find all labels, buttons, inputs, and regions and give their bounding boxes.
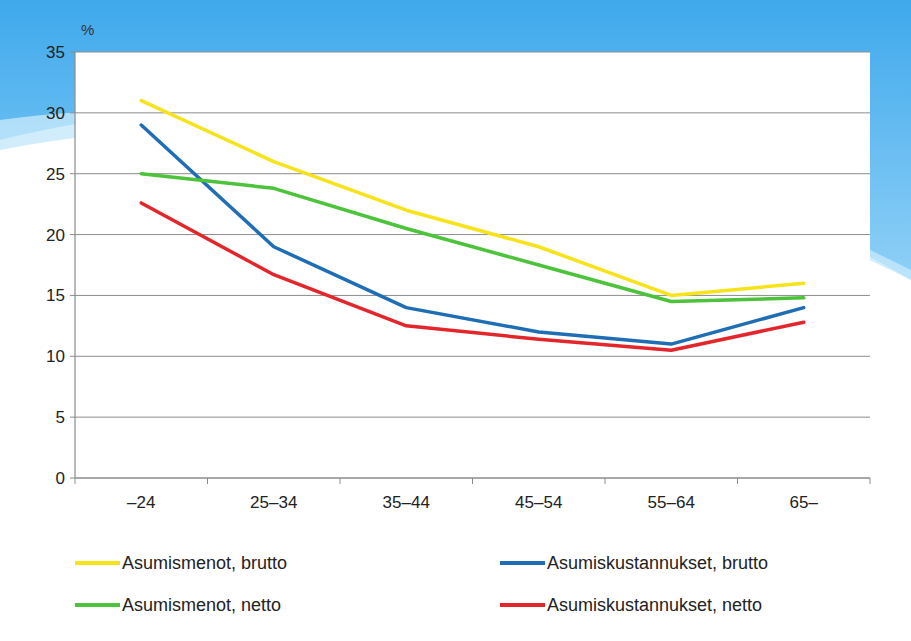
y-tick [70, 478, 75, 479]
y-tick [70, 356, 75, 357]
grid-line [75, 112, 870, 113]
y-tick [70, 173, 75, 174]
series-group [141, 101, 804, 351]
series-line [141, 101, 804, 296]
grid-line [75, 52, 870, 53]
y-tick-label: 20 [46, 226, 65, 245]
grid-line [75, 234, 870, 235]
series-line [141, 125, 804, 344]
grid-line [75, 417, 870, 418]
legend-swatch [75, 603, 120, 607]
y-tick [70, 234, 75, 235]
x-tick [737, 478, 738, 484]
y-tick-label: 25 [46, 165, 65, 184]
series-line [141, 174, 804, 302]
plot-area [75, 52, 870, 478]
y-tick [70, 52, 75, 53]
y-axis-label: % [81, 21, 94, 38]
x-tick-label: –24 [127, 493, 155, 512]
x-tick-label: 25–34 [250, 493, 297, 512]
y-tick-label: 35 [46, 43, 65, 62]
x-tick-label: 55–64 [648, 493, 695, 512]
chart: 0 5 10 15 20 25 30 35% –24 25–34 35–44 45–54 55–64 65… [0, 0, 911, 641]
x-tick-label: 35–44 [383, 493, 430, 512]
legend-label: Asumismenot, netto [122, 595, 281, 615]
grid-line [75, 295, 870, 296]
x-tick [472, 478, 473, 484]
y-tick-label: 0 [56, 469, 65, 488]
x-tick [340, 478, 341, 484]
legend-swatch [500, 603, 545, 607]
x-tick-label: 45–54 [515, 493, 562, 512]
legend-swatch [500, 561, 545, 565]
legend-label: Asumiskustannukset, netto [547, 595, 762, 615]
x-tick [75, 478, 76, 484]
y-tick [70, 417, 75, 418]
y-tick [70, 112, 75, 113]
x-tick [605, 478, 606, 484]
background [0, 0, 911, 641]
legend-swatch [75, 561, 120, 565]
y-tick-label: 30 [46, 104, 65, 123]
legend-label: Asumiskustannukset, brutto [547, 553, 768, 573]
y-tick [70, 295, 75, 296]
x-tick-label: 65– [790, 493, 819, 512]
y-tick-label: 15 [46, 286, 65, 305]
legend-label: Asumismenot, brutto [122, 553, 287, 573]
series-line [141, 203, 804, 350]
y-tick-label: 5 [56, 408, 65, 427]
x-tick [870, 478, 871, 484]
x-tick [207, 478, 208, 484]
y-tick-label: 10 [46, 347, 65, 366]
grid-line [75, 356, 870, 357]
y-axis [74, 52, 75, 478]
